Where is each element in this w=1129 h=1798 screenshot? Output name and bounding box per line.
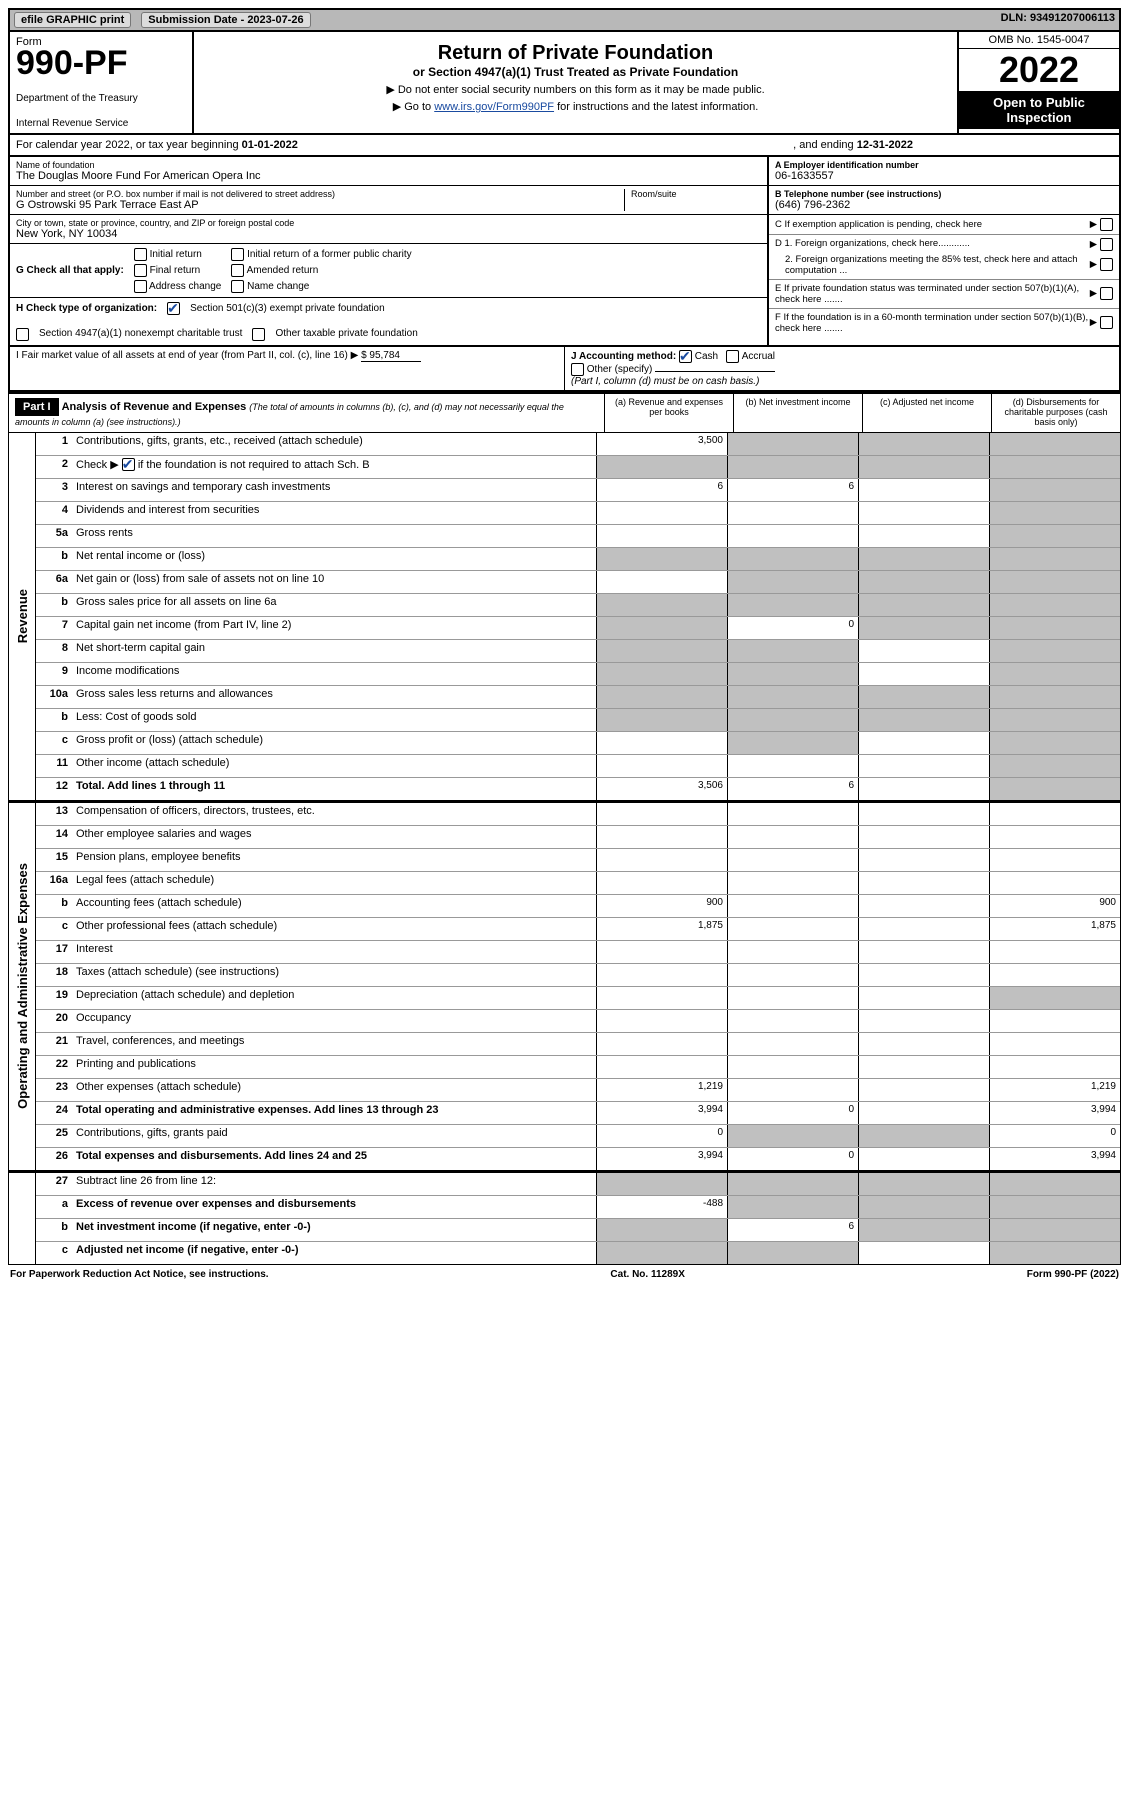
room-label: Room/suite (631, 189, 761, 199)
initial-former-checkbox[interactable] (231, 248, 244, 261)
phone-value: (646) 796-2362 (775, 199, 1113, 211)
i-value: $ 95,784 (361, 350, 421, 362)
j-note: (Part I, column (d) must be on cash basi… (571, 376, 759, 387)
dln: DLN: 93491207006113 (1001, 12, 1115, 28)
c-label: C If exemption application is pending, c… (775, 219, 982, 230)
accrual-checkbox[interactable] (726, 350, 739, 363)
i-label: I Fair market value of all assets at end… (16, 350, 348, 361)
part1-tag: Part I (15, 398, 59, 416)
h-check-row: H Check type of organization: Section 50… (10, 298, 767, 345)
form-title: Return of Private Foundation (200, 42, 951, 65)
d1-label: D 1. Foreign organizations, check here..… (775, 238, 970, 251)
f-label: F If the foundation is in a 60-month ter… (775, 312, 1090, 334)
schb-checkbox[interactable] (122, 458, 135, 471)
amended-return-checkbox[interactable] (231, 264, 244, 277)
name-label: Name of foundation (16, 160, 761, 170)
col-d-header: (d) Disbursements for charitable purpose… (991, 394, 1120, 432)
d1-checkbox[interactable] (1100, 238, 1113, 251)
foundation-name: The Douglas Moore Fund For American Oper… (16, 170, 761, 182)
efile-tag: efile GRAPHIC print (14, 12, 131, 28)
form-link[interactable]: www.irs.gov/Form990PF (434, 101, 554, 113)
efile-topbar: efile GRAPHIC print Submission Date - 20… (8, 8, 1121, 32)
opex-grid: Operating and Administrative Expenses 13… (8, 801, 1121, 1171)
instr-2: ▶ Go to www.irs.gov/Form990PF for instru… (200, 100, 951, 113)
line27-grid: 27Subtract line 26 from line 12: aExcess… (8, 1171, 1121, 1265)
addr-label: Number and street (or P.O. box number if… (16, 189, 624, 199)
irs: Internal Revenue Service (16, 118, 186, 129)
d2-checkbox[interactable] (1100, 258, 1113, 271)
d2-label: 2. Foreign organizations meeting the 85%… (785, 254, 1090, 276)
city-label: City or town, state or province, country… (16, 218, 761, 228)
footer-left: For Paperwork Reduction Act Notice, see … (10, 1269, 269, 1280)
open-to-public: Open to Public Inspection (959, 91, 1119, 129)
address-change-checkbox[interactable] (134, 280, 147, 293)
section-4947-checkbox[interactable] (16, 328, 29, 341)
part1-header-row: Part I Analysis of Revenue and Expenses … (8, 392, 1121, 433)
c-checkbox[interactable] (1100, 218, 1113, 231)
street-address: G Ostrowski 95 Park Terrace East AP (16, 199, 624, 211)
tax-year: 2022 (959, 49, 1119, 91)
col-b-header: (b) Net investment income (733, 394, 862, 432)
city-state-zip: New York, NY 10034 (16, 228, 761, 240)
dept: Department of the Treasury (16, 93, 186, 104)
omb-number: OMB No. 1545-0047 (959, 32, 1119, 49)
e-label: E If private foundation status was termi… (775, 283, 1090, 305)
col-a-header: (a) Revenue and expenses per books (604, 394, 733, 432)
page-footer: For Paperwork Reduction Act Notice, see … (8, 1265, 1121, 1284)
other-method-checkbox[interactable] (571, 363, 584, 376)
name-change-checkbox[interactable] (231, 280, 244, 293)
footer-right: Form 990-PF (2022) (1027, 1269, 1119, 1280)
ein-label: A Employer identification number (775, 160, 1113, 170)
ein-value: 06-1633557 (775, 170, 1113, 182)
instr-1: ▶ Do not enter social security numbers o… (200, 83, 951, 96)
g-check-row: G Check all that apply: Initial return F… (10, 244, 767, 298)
form-header: Form 990-PF Department of the Treasury I… (8, 32, 1121, 135)
initial-return-checkbox[interactable] (134, 248, 147, 261)
cash-checkbox[interactable] (679, 350, 692, 363)
form-subtitle: or Section 4947(a)(1) Trust Treated as P… (200, 65, 951, 79)
final-return-checkbox[interactable] (134, 264, 147, 277)
opex-vlabel: Operating and Administrative Expenses (15, 863, 30, 1109)
i-j-row: I Fair market value of all assets at end… (8, 347, 1121, 392)
e-checkbox[interactable] (1100, 287, 1113, 300)
f-checkbox[interactable] (1100, 316, 1113, 329)
phone-label: B Telephone number (see instructions) (775, 189, 1113, 199)
revenue-vlabel: Revenue (15, 589, 30, 643)
identification-block: Name of foundation The Douglas Moore Fun… (8, 157, 1121, 347)
part1-title: Analysis of Revenue and Expenses (62, 401, 247, 413)
calendar-year-row: For calendar year 2022, or tax year begi… (8, 135, 1121, 157)
submission-date: Submission Date - 2023-07-26 (141, 12, 310, 28)
other-taxable-checkbox[interactable] (252, 328, 265, 341)
footer-mid: Cat. No. 11289X (610, 1269, 684, 1280)
revenue-grid: Revenue 1Contributions, gifts, grants, e… (8, 433, 1121, 801)
col-c-header: (c) Adjusted net income (862, 394, 991, 432)
form-number: 990-PF (16, 48, 186, 79)
section-501c3-checkbox[interactable] (167, 302, 180, 315)
